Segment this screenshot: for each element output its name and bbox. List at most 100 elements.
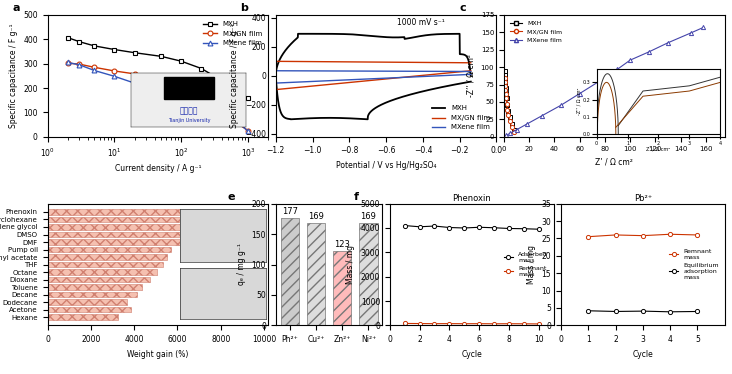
- Y-axis label: Specific capacitance / F g⁻¹: Specific capacitance / F g⁻¹: [9, 24, 18, 128]
- MX/GN film: [177, 83, 186, 88]
- Title: Phenoxin: Phenoxin: [452, 194, 491, 203]
- Adsorbed
mass: [400, 223, 409, 228]
- MXene film: [177, 94, 186, 99]
- X-axis label: Cycle: Cycle: [632, 350, 653, 359]
- Legend: Adsorbed
mass, Remnant
mass: Adsorbed mass, Remnant mass: [501, 250, 550, 279]
- MX/GN film: [197, 94, 206, 99]
- MX/GN film: [224, 115, 233, 119]
- Bar: [48, 277, 150, 282]
- Bar: [48, 224, 227, 230]
- MXene film: [63, 60, 72, 65]
- Adsorbed
mass: [415, 224, 424, 229]
- Bar: [48, 284, 142, 290]
- X-axis label: Cycle: Cycle: [461, 350, 482, 359]
- Adsorbed
mass: [534, 227, 543, 232]
- Adsorbed
mass: [430, 224, 439, 228]
- Line: Remnant
mass: Remnant mass: [403, 321, 541, 326]
- Y-axis label: qₑ / mg g⁻¹: qₑ / mg g⁻¹: [237, 243, 246, 285]
- Text: 177: 177: [282, 207, 298, 216]
- MXene film: [157, 89, 165, 94]
- MX/GN film: [110, 69, 119, 73]
- Text: c: c: [460, 3, 466, 13]
- MXH: [90, 44, 99, 48]
- Title: Pb²⁺: Pb²⁺: [634, 194, 652, 203]
- Y-axis label: -Z’’ / Ω cm²: -Z’’ / Ω cm²: [466, 54, 475, 97]
- Line: Adsorbed
mass: Adsorbed mass: [403, 224, 541, 231]
- Adsorbed
mass: [475, 225, 484, 230]
- Y-axis label: Mass / mg: Mass / mg: [527, 245, 536, 284]
- Remnant
mass: [520, 322, 529, 326]
- Bar: [48, 314, 118, 320]
- MXH: [197, 66, 206, 71]
- Text: a: a: [12, 3, 20, 13]
- MXH: [157, 54, 165, 59]
- Remnant
mass: [430, 321, 439, 326]
- Text: e: e: [228, 192, 235, 202]
- Legend: MXH, MX/GN film, MXene film: MXH, MX/GN film, MXene film: [201, 18, 265, 49]
- MXH: [244, 96, 253, 101]
- MXene film: [244, 129, 253, 134]
- Bar: [48, 247, 171, 252]
- Bar: [48, 209, 247, 215]
- Text: b: b: [240, 3, 248, 13]
- Remnant
mass: [584, 234, 593, 239]
- Remnant
mass: [490, 322, 498, 326]
- MXH: [177, 59, 186, 64]
- Remnant
mass: [400, 321, 409, 326]
- MXene film: [75, 62, 84, 67]
- Bar: [48, 232, 219, 237]
- X-axis label: Current density / A g⁻¹: Current density / A g⁻¹: [115, 164, 201, 174]
- Adsorbed
mass: [520, 227, 529, 231]
- Line: MXene film: MXene film: [65, 60, 250, 134]
- Line: Remnant
mass: Remnant mass: [586, 232, 700, 239]
- Bar: [48, 299, 127, 305]
- X-axis label: Z’ / Ω cm²: Z’ / Ω cm²: [595, 158, 633, 167]
- MX/GN film: [90, 65, 99, 70]
- Bar: [48, 269, 157, 275]
- Bar: [333, 251, 351, 325]
- Text: 1000 mV s⁻¹: 1000 mV s⁻¹: [397, 18, 445, 27]
- MXH: [75, 40, 84, 44]
- Line: MXH: MXH: [65, 35, 250, 101]
- MX/GN film: [130, 72, 139, 76]
- Adsorbed
mass: [445, 225, 454, 230]
- Equilibrium
adsorption
mass: [693, 309, 702, 314]
- Bar: [307, 223, 325, 325]
- Y-axis label: Specific capacitance / F g⁻¹: Specific capacitance / F g⁻¹: [231, 24, 239, 128]
- X-axis label: Potential / V vs Hg/Hg₂SO₄: Potential / V vs Hg/Hg₂SO₄: [336, 161, 436, 170]
- Text: 169: 169: [360, 212, 376, 221]
- Remnant
mass: [638, 233, 647, 238]
- Bar: [48, 254, 167, 260]
- Remnant
mass: [665, 232, 674, 236]
- Y-axis label: Mass / mg: Mass / mg: [346, 245, 355, 284]
- Adsorbed
mass: [504, 226, 513, 231]
- Remnant
mass: [611, 233, 620, 237]
- Text: d₂: d₂: [180, 284, 190, 293]
- Remnant
mass: [460, 322, 468, 326]
- MXH: [130, 50, 139, 55]
- Remnant
mass: [475, 321, 484, 326]
- MXene film: [130, 81, 139, 85]
- Bar: [48, 217, 238, 222]
- MXH: [224, 82, 233, 87]
- MXene film: [197, 99, 206, 104]
- Remnant
mass: [693, 233, 702, 237]
- Text: f: f: [354, 192, 359, 202]
- MX/GN film: [75, 62, 84, 66]
- Legend: MXH, MX/GN film, MXene film: MXH, MX/GN film, MXene film: [507, 18, 564, 46]
- MX/GN film: [244, 128, 253, 133]
- Equilibrium
adsorption
mass: [665, 310, 674, 314]
- Remnant
mass: [445, 321, 454, 326]
- Equilibrium
adsorption
mass: [638, 309, 647, 313]
- Bar: [359, 223, 378, 325]
- Bar: [48, 262, 163, 267]
- Legend: MXH, MX/GN film, MXene film: MXH, MX/GN film, MXene film: [429, 103, 493, 133]
- MX/GN film: [63, 61, 72, 65]
- Remnant
mass: [534, 322, 543, 326]
- Line: MX/GN film: MX/GN film: [65, 61, 250, 133]
- Equilibrium
adsorption
mass: [611, 309, 620, 314]
- MXene film: [110, 74, 119, 79]
- MX/GN film: [157, 76, 165, 80]
- Text: 169: 169: [308, 212, 324, 221]
- Remnant
mass: [504, 322, 513, 326]
